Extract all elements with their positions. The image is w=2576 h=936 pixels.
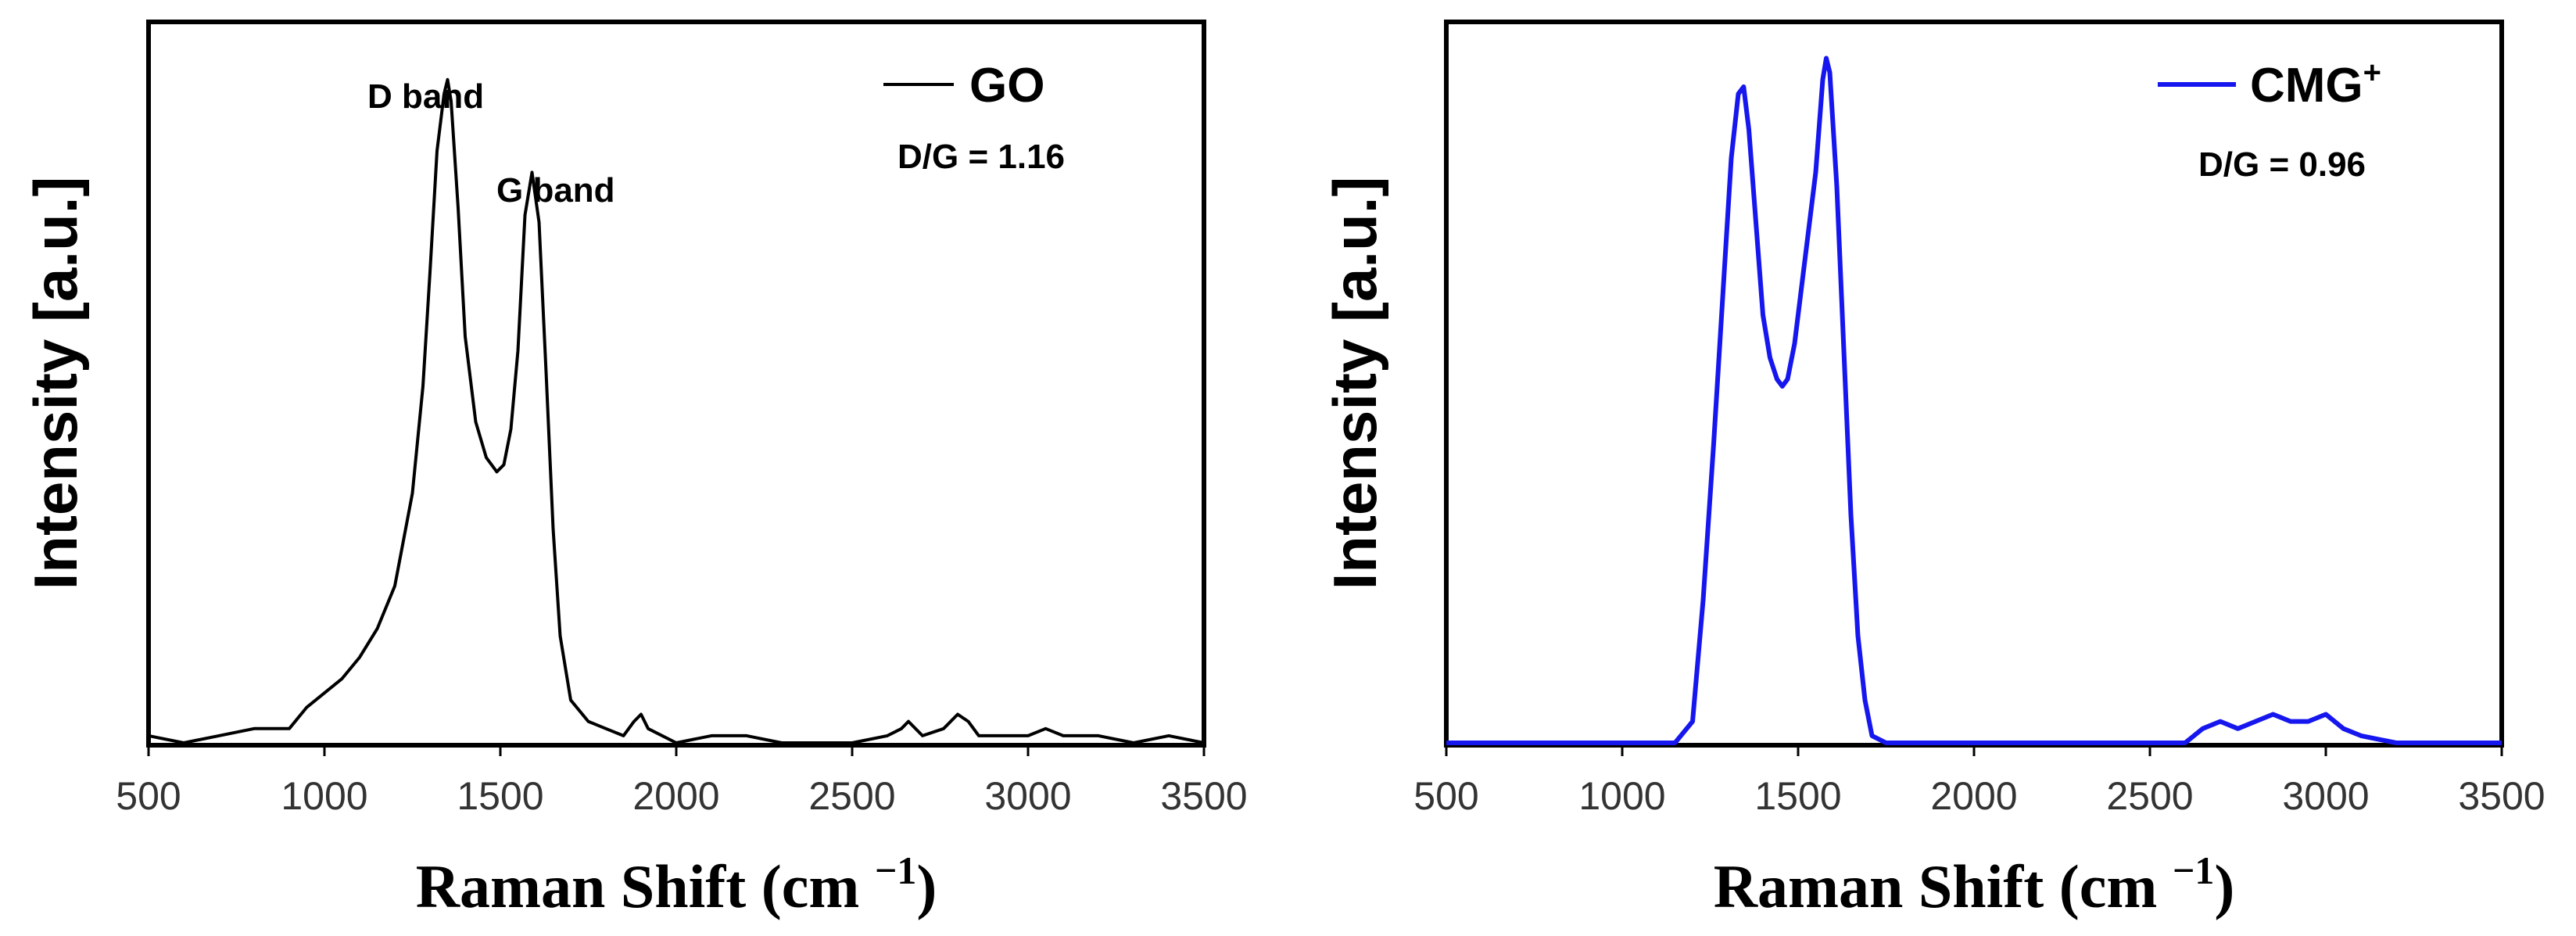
go-x-tick-label: 2500 [808,774,895,818]
cmg-legend-label-superscript: + [2363,56,2381,90]
cmg-x-axis-label-close: ) [2214,852,2234,920]
cmg-plot-frame [1444,20,2504,748]
go-x-tick-label: 3000 [984,774,1071,818]
cmg-x-axis-label-superscript: −1 [2173,848,2215,892]
go-legend-label: GO [969,59,1044,113]
cmg-y-axis-label: Intensity [a.u.] [1320,177,1389,590]
cmg-chart-panel: 500 1000 1500 2000 2500 3000 3500 CMG+ D/G = 0… [1320,20,2546,920]
go-x-axis-label-close: ) [916,852,937,920]
cmg-x-tick-label: 1500 [1754,774,1841,818]
cmg-x-tick-label: 500 [1413,774,1478,818]
cmg-x-tick-label: 3500 [2458,774,2545,818]
go-x-tick-label: 1000 [281,774,367,818]
cmg-legend-label-main: CMG [2250,59,2363,113]
cmg-x-axis-label-main: Raman Shift (cm [1714,852,2173,920]
go-x-axis-label-main: Raman Shift (cm [416,852,875,920]
cmg-x-tick-label: 2000 [1930,774,2017,818]
go-dg-ratio-annotation: D/G = 1.16 [897,138,1065,176]
cmg-x-axis-ticks: 500 1000 1500 2000 2500 3000 3500 [1413,745,2546,818]
go-x-axis-ticks: 500 1000 1500 2000 2500 3000 3500 [116,745,1248,818]
go-x-tick-label: 2000 [632,774,719,818]
go-g-band-annotation: G band [496,171,615,210]
go-d-band-annotation: D band [367,77,484,116]
cmg-x-tick-label: 2500 [2106,774,2193,818]
cmg-dg-ratio-annotation: D/G = 0.96 [2198,145,2366,184]
go-x-tick-label: 500 [116,774,181,818]
go-x-tick-label: 1500 [457,774,543,818]
go-x-tick-label: 3500 [1160,774,1247,818]
go-chart-panel: 500 1000 1500 2000 2500 3000 3500 GO D/G = 1.1… [21,20,1248,920]
go-plot-frame [146,20,1206,748]
cmg-spectrum-line [1446,56,2502,745]
cmg-x-axis-label: Raman Shift (cm −1) [1714,848,2235,920]
go-x-axis-label-superscript: −1 [875,848,917,892]
cmg-x-tick-label: 3000 [2282,774,2369,818]
go-y-axis-label: Intensity [a.u.] [21,177,90,590]
go-x-axis-label: Raman Shift (cm −1) [416,848,937,920]
cmg-x-tick-label: 1000 [1578,774,1665,818]
go-spectrum-line [148,77,1205,744]
cmg-legend-label: CMG+ [2250,56,2381,113]
